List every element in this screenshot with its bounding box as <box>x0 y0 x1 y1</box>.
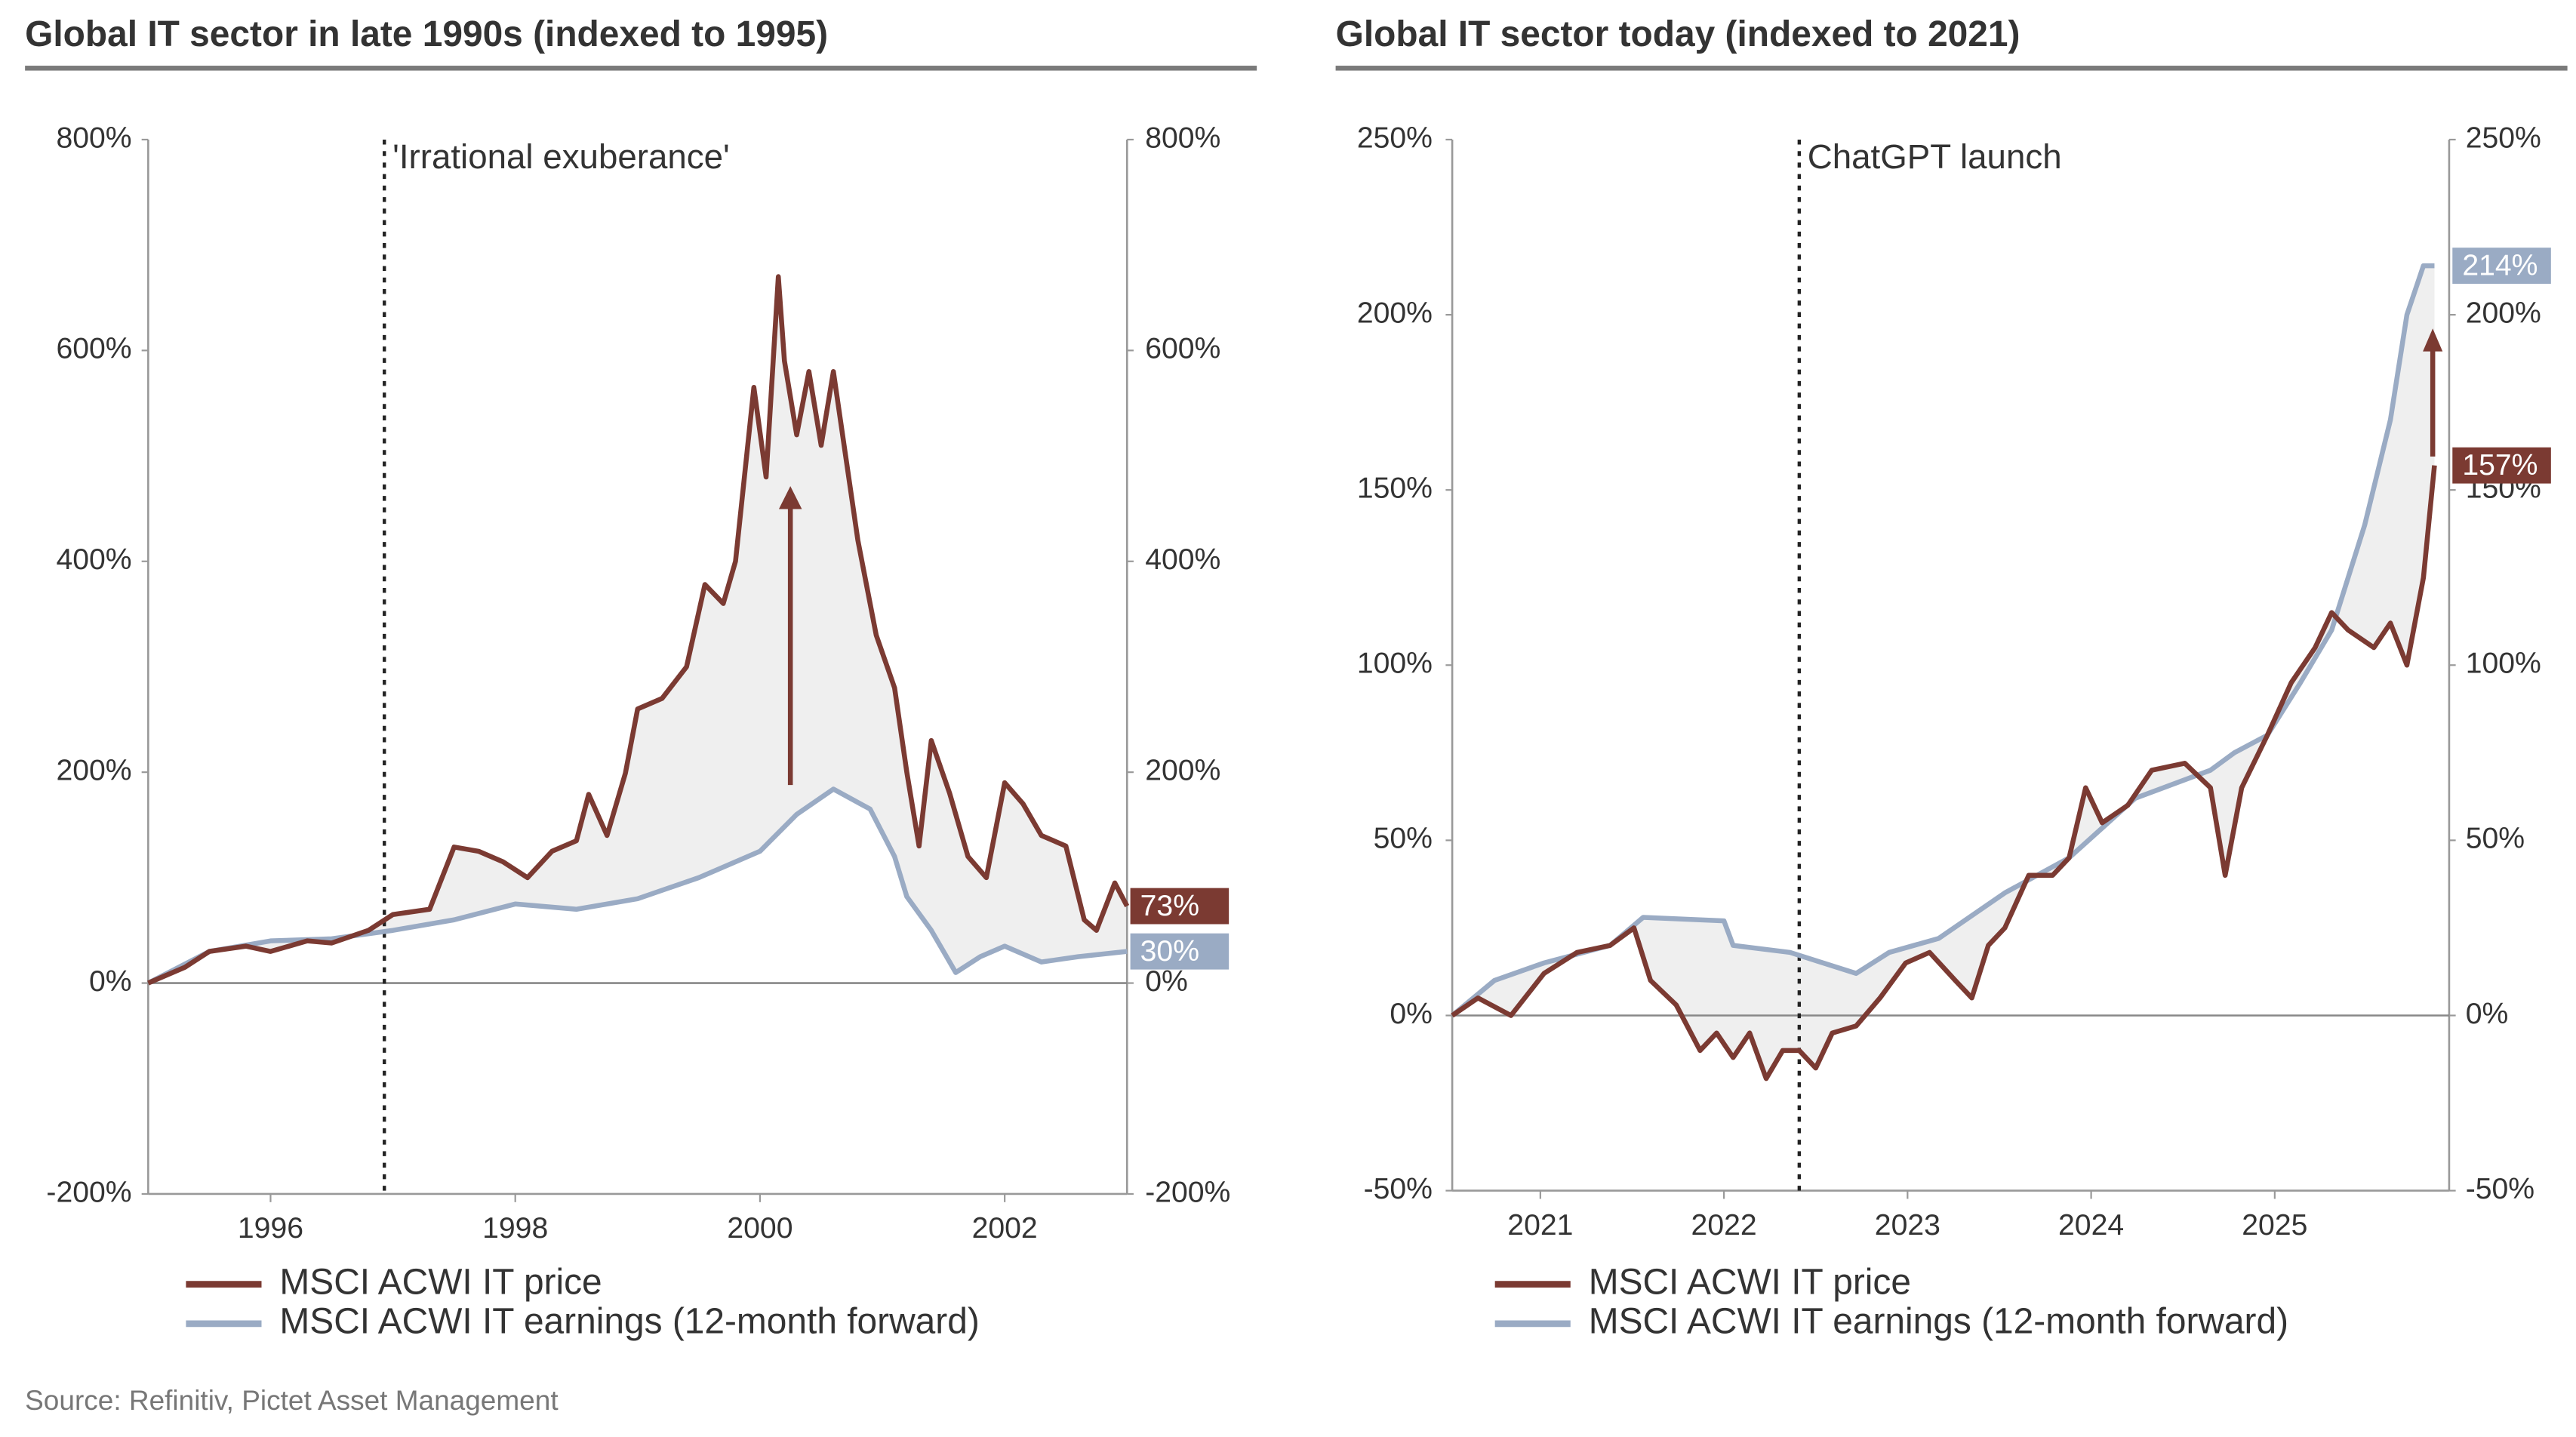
gap-area <box>1452 266 2435 1079</box>
series-line <box>147 274 1130 986</box>
legend-label: MSCI ACWI IT price <box>279 1262 602 1302</box>
end-label: 30% <box>1140 935 1199 968</box>
y2-tick-label: 50% <box>2466 823 2525 855</box>
x-tick-label: 2022 <box>1691 1209 1757 1242</box>
arrow-head <box>2423 328 2443 352</box>
end-label: 214% <box>2462 250 2538 282</box>
end-label-box <box>2452 447 2551 484</box>
x-tick-label: 2002 <box>972 1212 1038 1245</box>
source: Source: Refinitiv, Pictet Asset Manageme… <box>25 1385 558 1416</box>
y-tick-label: 250% <box>1357 122 1433 154</box>
series-line <box>146 786 1128 986</box>
series-line <box>1451 263 2435 1018</box>
y-tick-label: 800% <box>56 122 131 154</box>
y2-tick-label: 200% <box>2466 297 2541 329</box>
y-tick-label: -50% <box>1364 1173 1433 1205</box>
y2-tick-label: 250% <box>2466 122 2541 154</box>
legend-label: MSCI ACWI IT earnings (12-month forward) <box>1589 1301 2288 1341</box>
arrow <box>778 328 2443 786</box>
x-tick-label: 2025 <box>2242 1209 2307 1242</box>
end-label-box <box>1130 933 1230 970</box>
x-tick-label: 2021 <box>1507 1209 1573 1242</box>
y-tick-label: 50% <box>1374 823 1433 855</box>
end-label-box <box>2452 248 2551 285</box>
y2-tick-label: 100% <box>2466 648 2541 680</box>
y-tick-label: 200% <box>1357 297 1433 329</box>
title-rule <box>25 66 1257 71</box>
y2-tick-label: 0% <box>2466 998 2509 1030</box>
y-tick-label: 100% <box>1357 648 1433 680</box>
y-tick-label: 400% <box>56 543 131 576</box>
y2-tick-label: -50% <box>2466 1173 2534 1205</box>
y2-tick-label: 800% <box>1145 122 1220 154</box>
y-tick-label: 0% <box>1390 998 1433 1030</box>
y-tick-label: 600% <box>56 333 131 365</box>
end-label-box <box>1130 888 1230 925</box>
x-tick-label: 2000 <box>727 1212 792 1245</box>
y-tick-label: 150% <box>1357 472 1433 505</box>
annotation-label: ChatGPT launch <box>1808 137 2062 176</box>
y2-tick-label: -200% <box>1145 1176 1230 1208</box>
x-tick-label: 1996 <box>238 1212 303 1245</box>
x-tick-label: 2023 <box>1875 1209 1940 1242</box>
plots: -200% 0% 200% 400% 600% 800% -200% 0% 200% 400% 60… <box>46 122 2551 1341</box>
y-tick-label: -200% <box>46 1176 131 1208</box>
annotation-label: 'Irrational exuberance' <box>392 137 730 176</box>
legend-label: MSCI ACWI IT earnings (12-month forward) <box>279 1301 979 1341</box>
arrow-head <box>778 486 802 509</box>
y2-tick-label: 400% <box>1145 543 1220 576</box>
x-tick-label: 2024 <box>2058 1209 2124 1242</box>
series-line <box>1451 465 2437 1082</box>
gap-area <box>148 276 1128 983</box>
x-tick-label: 1998 <box>482 1212 548 1245</box>
chart-title: Global IT sector in late 1990s (indexed … <box>25 14 828 54</box>
y2-tick-label: 0% <box>1145 965 1188 998</box>
end-label: 157% <box>2462 449 2538 482</box>
chart-title: Global IT sector today (indexed to 2021) <box>1336 14 2020 54</box>
y2-tick-label: 200% <box>1145 754 1220 786</box>
y-tick-label: 0% <box>89 965 132 998</box>
y2-tick-label: 600% <box>1145 333 1220 365</box>
end-label: 73% <box>1140 890 1199 922</box>
y-tick-label: 200% <box>56 754 131 786</box>
legend-label: MSCI ACWI IT price <box>1589 1262 1911 1302</box>
title-rule <box>1335 66 2568 71</box>
